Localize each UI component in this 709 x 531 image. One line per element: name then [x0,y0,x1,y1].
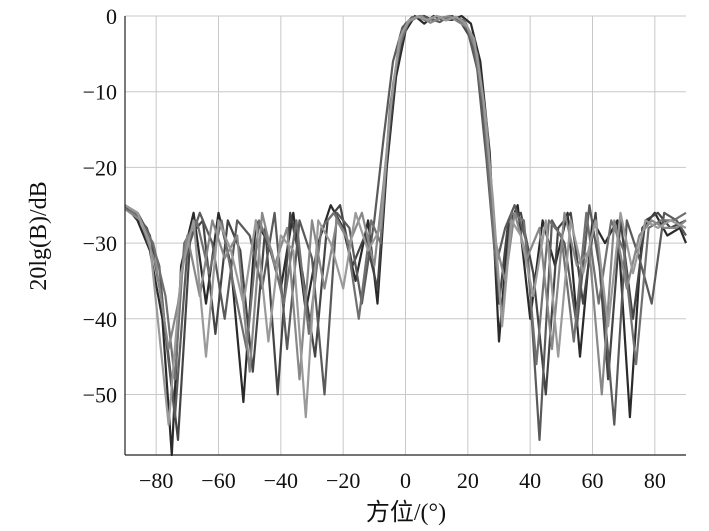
x-tick-label: 40 [519,468,541,493]
series-line [124,14,687,426]
series-lines [124,14,688,457]
y-tick-label: −40 [83,307,117,332]
x-axis-label: 方位/(°) [366,499,446,526]
x-tick-label: −80 [139,468,173,493]
y-tick-label: −50 [83,382,117,407]
x-tick-label: 0 [400,468,411,493]
tick-labels: −80 −60 −40 −20 0 20 40 60 80 0 −10 −20 −30 −40 −50 [83,4,666,493]
x-tick-label: −60 [201,468,235,493]
x-tick-label: −20 [326,468,360,493]
axes [124,16,686,456]
x-tick-label: −40 [264,468,298,493]
y-tick-label: −10 [83,80,117,105]
x-tick-label: 20 [457,468,479,493]
series-line [124,14,687,441]
y-tick-label: −20 [83,155,117,180]
y-tick-label: 0 [106,4,117,29]
x-tick-label: 60 [582,468,604,493]
x-tick-label: 80 [644,468,666,493]
y-tick-label: −30 [83,231,117,256]
y-axis-label: 20lg(B)/dB [26,181,52,290]
